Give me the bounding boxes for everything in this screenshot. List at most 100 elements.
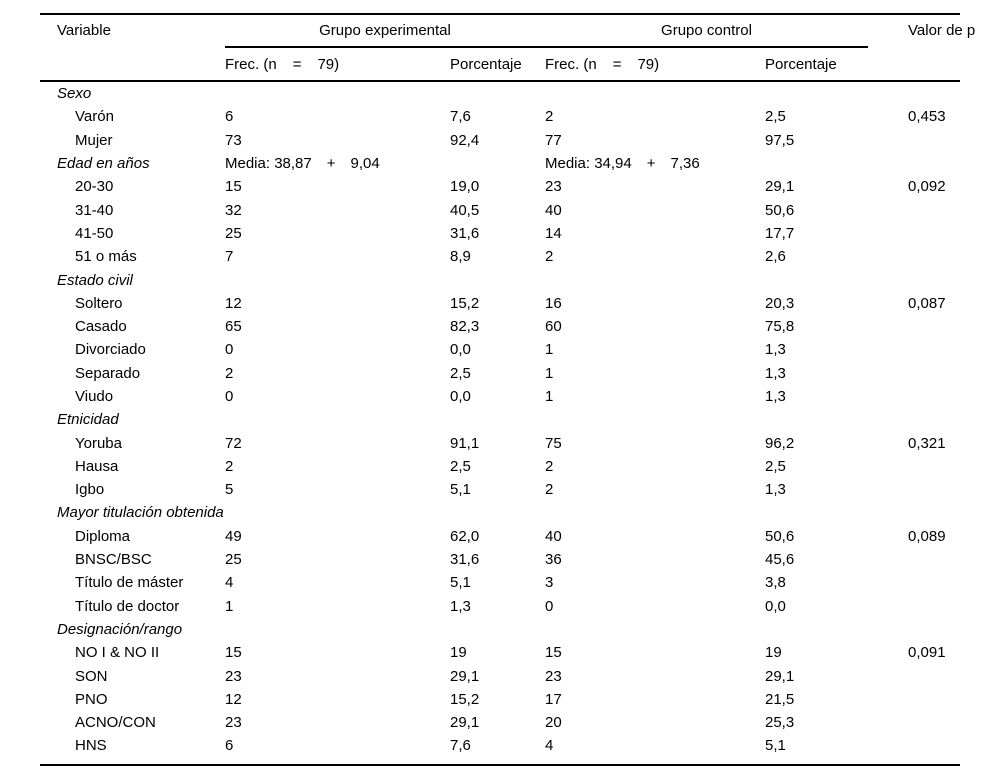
cell-p-value: 0,453: [908, 108, 946, 126]
cell-pct-experimental: 29,1: [450, 714, 480, 732]
media-part: +: [326, 155, 336, 173]
freq-label: Frec. (n: [545, 55, 597, 73]
row-label: Separado: [75, 364, 141, 382]
equals-sign: =: [612, 55, 622, 73]
table-row: Igbo 5 5,1 2 1,3: [40, 478, 960, 501]
col-header-freq-control: Frec. (n = 79): [545, 56, 765, 73]
cell-freq-control: 2: [545, 248, 554, 266]
section-label: Edad en años: [57, 155, 150, 173]
section-label: Mayor titulación obtenida: [57, 504, 224, 522]
table-row: Divorciado 0 0,0 1 1,3: [40, 338, 960, 361]
cell-pct-control: 75,8: [765, 318, 795, 336]
cell-freq-experimental: 1: [225, 597, 234, 615]
media-control: Media: 34,94 +7,36: [545, 155, 765, 172]
cell-pct-experimental: 1,3: [450, 597, 471, 615]
cell-pct-control: 1,3: [765, 481, 786, 499]
cell-pct-experimental: 2,5: [450, 457, 471, 475]
row-label: Varón: [75, 108, 114, 126]
media-part: +: [646, 155, 656, 173]
cell-pct-control: 45,6: [765, 551, 795, 569]
row-label: NO I & NO II: [75, 644, 160, 662]
section-row: Sexo: [40, 82, 960, 105]
cell-freq-control: 14: [545, 224, 562, 242]
row-label: Casado: [75, 318, 127, 336]
media-part: Media: 34,94: [545, 155, 632, 173]
cell-freq-control: 23: [545, 667, 562, 685]
cell-freq-experimental: 32: [225, 201, 242, 219]
cell-pct-experimental: 0,0: [450, 341, 471, 359]
cell-freq-experimental: 0: [225, 388, 234, 405]
row-label: 20-30: [75, 178, 114, 196]
row-label: Soltero: [75, 294, 123, 312]
col-header-variable: Variable: [57, 22, 111, 39]
media-part: 7,36: [670, 155, 700, 173]
section-row: Mayor titulación obtenida: [40, 501, 960, 524]
cell-pct-control: 21,5: [765, 690, 795, 708]
cell-p-value: 0,089: [908, 527, 946, 545]
cell-pct-control: 50,6: [765, 527, 795, 545]
row-label: HNS: [75, 737, 107, 755]
cell-freq-control: 1: [545, 364, 554, 382]
cell-pct-control: 5,1: [765, 737, 786, 755]
table-row: Título de máster 4 5,1 3 3,8: [40, 571, 960, 594]
cell-freq-control: 60: [545, 318, 562, 336]
group-spanner: Grupo experimental Grupo control: [225, 15, 868, 48]
table-row: Viudo 0 0,0 1 1,3: [40, 385, 960, 408]
cell-freq-experimental: 2: [225, 364, 234, 382]
cell-pct-experimental: 7,6: [450, 108, 471, 126]
cell-freq-experimental: 0: [225, 341, 234, 359]
cell-pct-control: 1,3: [765, 364, 786, 382]
cell-freq-experimental: 25: [225, 224, 242, 242]
row-label: SON: [75, 667, 108, 685]
col-header-freq-experimental: Frec. (n = 79): [225, 56, 450, 73]
cell-freq-experimental: 2: [225, 457, 234, 475]
col-header-group-experimental: Grupo experimental: [319, 22, 451, 39]
section-label: Etnicidad: [57, 411, 119, 429]
table-row: Diploma 49 62,0 40 50,6 0,089: [40, 525, 960, 548]
table-row: SON 23 29,1 23 29,1: [40, 664, 960, 687]
equals-sign: =: [292, 55, 302, 73]
cell-freq-experimental: 23: [225, 667, 242, 685]
cell-pct-control: 29,1: [765, 178, 795, 196]
row-label: 51 o más: [75, 248, 137, 266]
cell-pct-experimental: 7,6: [450, 737, 471, 755]
media-part: 9,04: [350, 155, 380, 173]
cell-freq-experimental: 12: [225, 294, 242, 312]
cell-p-value: 0,092: [908, 178, 946, 196]
cell-freq-control: 16: [545, 294, 562, 312]
cell-pct-control: 2,6: [765, 248, 786, 266]
cell-pct-control: 97,5: [765, 131, 795, 149]
cell-pct-control: 17,7: [765, 224, 795, 242]
section-row: Estado civil: [40, 268, 960, 291]
cell-pct-experimental: 29,1: [450, 667, 480, 685]
cell-pct-experimental: 40,5: [450, 201, 480, 219]
row-label: Hausa: [75, 457, 119, 475]
row-label: Título de máster: [75, 574, 184, 592]
n-value: 79): [317, 55, 340, 73]
table-row: 20-30 15 19,0 23 29,1 0,092: [40, 175, 960, 198]
cell-freq-control: 2: [545, 457, 554, 475]
row-label: Yoruba: [75, 434, 122, 452]
table-row: Hausa 2 2,5 2 2,5: [40, 455, 960, 478]
cell-freq-experimental: 25: [225, 551, 242, 569]
cell-pct-control: 2,5: [765, 457, 786, 475]
media-experimental: Media: 38,87 +9,04: [225, 155, 450, 172]
col-header-group-control: Grupo control: [661, 22, 752, 39]
cell-freq-control: 40: [545, 201, 562, 219]
demographics-table: Variable Grupo experimental Grupo contro…: [40, 13, 975, 766]
freq-label: Frec. (n: [225, 55, 277, 73]
cell-pct-experimental: 31,6: [450, 224, 480, 242]
cell-pct-experimental: 91,1: [450, 434, 480, 452]
cell-pct-experimental: 92,4: [450, 131, 480, 149]
cell-freq-experimental: 6: [225, 108, 234, 126]
cell-freq-control: 75: [545, 434, 562, 452]
col-header-pct-control: Porcentaje: [765, 55, 837, 73]
cell-freq-experimental: 15: [225, 644, 242, 662]
cell-freq-control: 23: [545, 178, 562, 196]
table-row: Separado 2 2,5 1 1,3: [40, 362, 960, 385]
group-header-row: Variable Grupo experimental Grupo contro…: [40, 15, 975, 48]
table-row: 51 o más 7 8,9 2 2,6: [40, 245, 960, 268]
table-row: Título de doctor 1 1,3 0 0,0: [40, 595, 960, 618]
row-label: Igbo: [75, 481, 105, 499]
cell-freq-control: 36: [545, 551, 562, 569]
